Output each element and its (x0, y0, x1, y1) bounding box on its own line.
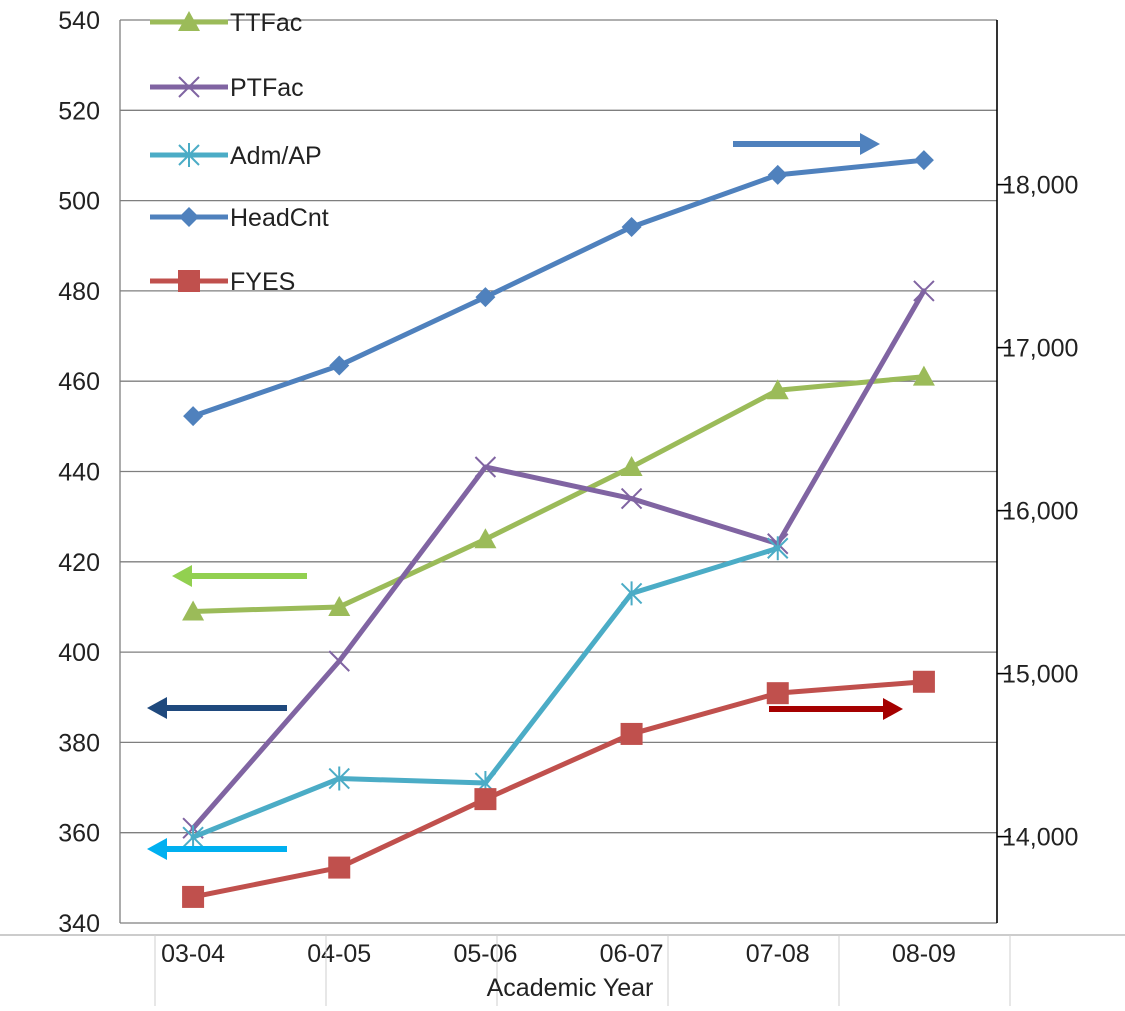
legend-label: FYES (230, 268, 295, 296)
arrow-right-fyes (769, 698, 903, 720)
data-point (474, 528, 497, 549)
series-ttfac (182, 365, 935, 621)
y-right-tick-label: 17,000 (1002, 335, 1078, 363)
y-left-tick-label: 340 (58, 910, 100, 938)
series-headcnt (183, 150, 934, 427)
annotation-layer (147, 133, 903, 860)
series-line (190, 288, 927, 831)
legend-marker (178, 270, 200, 292)
y-right-tick-label: 14,000 (1002, 824, 1078, 852)
data-point (620, 487, 643, 510)
y-right-tick-label: 15,000 (1002, 661, 1078, 689)
legend-item: FYES (150, 268, 295, 296)
series-line (190, 374, 927, 614)
legend-marker (179, 207, 199, 227)
arrow-head (860, 133, 880, 155)
data-point (183, 406, 204, 427)
data-point (766, 682, 789, 705)
legend-layer: TTFac PTFac Adm/AP HeadCnt FYES (150, 9, 329, 296)
y-left-tick-label: 460 (58, 368, 100, 396)
data-point (182, 600, 205, 621)
arrow-left-adm-ap (147, 838, 287, 860)
y-left-tick-label: 480 (58, 278, 100, 306)
data-point (620, 722, 643, 745)
data-point (328, 595, 351, 616)
arrow-left-ttfac (172, 565, 307, 587)
legend-label: PTFac (230, 74, 304, 102)
data-point (474, 788, 497, 811)
data-point (912, 365, 935, 386)
data-point (620, 581, 643, 606)
y-right-tick-label: 18,000 (1002, 172, 1078, 200)
legend-item: Adm/AP (150, 142, 322, 170)
y-left-tick-label: 420 (58, 549, 100, 577)
series-line (190, 679, 927, 900)
axis-layer: 340 360 380 400 420 440 460 480 500 520 540 14,000 1… (0, 7, 1125, 1006)
y-left-tick-label: 360 (58, 820, 100, 848)
series-adm-ap (182, 536, 789, 850)
data-point (913, 280, 935, 302)
data-point (475, 287, 496, 308)
legend-label: HeadCnt (230, 204, 329, 232)
y-left-tick-label: 440 (58, 459, 100, 487)
arrow-head (147, 838, 167, 860)
data-point (620, 455, 643, 476)
y-left-tick-label: 520 (58, 97, 100, 125)
series-fyes (182, 670, 935, 908)
x-tick-label: 07-08 (746, 940, 810, 968)
series-layer (182, 150, 935, 908)
data-point (913, 150, 934, 171)
x-tick-label: 05-06 (453, 940, 517, 968)
y-right-tick-label: 16,000 (1002, 498, 1078, 526)
data-point (329, 355, 350, 376)
series-ptfac (182, 280, 935, 839)
y-left-tick-label: 400 (58, 639, 100, 667)
x-axis-title: Academic Year (487, 974, 654, 1002)
data-point (182, 825, 204, 850)
data-point (328, 766, 350, 791)
series-line (190, 157, 927, 419)
legend-item: HeadCnt (150, 204, 329, 232)
legend-item: TTFac (150, 9, 302, 37)
arrow-head (883, 698, 903, 720)
data-point (328, 856, 351, 879)
data-point (912, 670, 935, 693)
data-point (621, 217, 642, 238)
data-point (474, 456, 497, 478)
data-point (767, 536, 789, 561)
data-point (328, 650, 350, 672)
x-tick-label: 04-05 (307, 940, 371, 968)
arrow-right-headcnt (733, 133, 880, 155)
data-point (182, 885, 205, 908)
y-left-tick-label: 380 (58, 729, 100, 757)
x-tick-label: 08-09 (892, 940, 956, 968)
y-left-tick-label: 500 (58, 188, 100, 216)
x-tick-label: 06-07 (600, 940, 664, 968)
data-point (766, 379, 789, 400)
y-left-tick-label: 540 (58, 7, 100, 35)
legend-marker (178, 143, 200, 167)
x-tick-label: 03-04 (161, 940, 225, 968)
legend-label: TTFac (230, 9, 302, 37)
legend-label: Adm/AP (230, 142, 322, 170)
legend-marker (178, 11, 200, 31)
arrow-head (172, 565, 192, 587)
arrow-head (147, 697, 167, 719)
data-point (767, 164, 788, 185)
legend-item: PTFac (150, 74, 304, 102)
legend-marker (178, 76, 200, 98)
arrow-left-ptfac (147, 697, 287, 719)
